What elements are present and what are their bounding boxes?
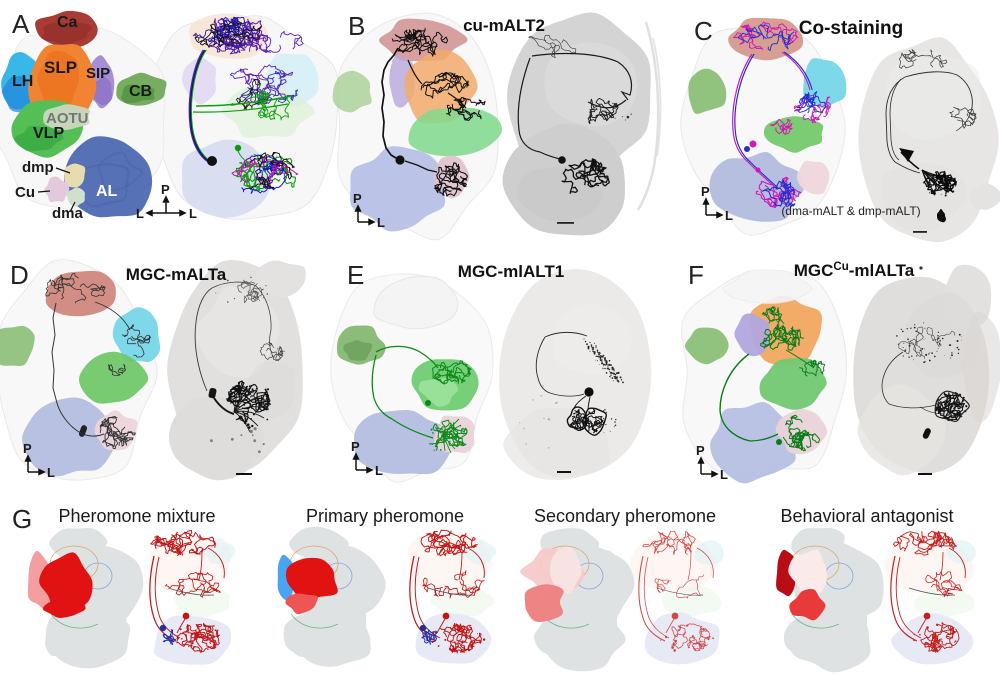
svg-text:E: E [347,260,364,290]
svg-text:P: P [696,443,705,458]
svg-text:P: P [161,182,170,197]
svg-text:(dma-mALT & dmp-mALT): (dma-mALT & dmp-mALT) [781,204,920,218]
svg-text:SLP: SLP [44,58,77,77]
svg-text:Cu: Cu [15,184,35,201]
svg-text:dma: dma [52,205,84,222]
svg-text:B: B [348,11,365,41]
svg-text:Ca: Ca [57,14,78,31]
svg-text:L: L [375,463,383,478]
svg-text:D: D [10,260,29,290]
svg-text:CB: CB [129,83,152,100]
svg-text:F: F [688,260,704,290]
svg-text:Co-staining: Co-staining [799,18,904,39]
svg-text:L: L [136,206,144,221]
svg-text:P: P [353,191,362,206]
svg-text:MGC-mALTa: MGC-mALTa [126,265,227,284]
svg-text:L: L [720,467,728,482]
svg-text:L: L [725,208,733,223]
svg-text:Behavioral antagonist: Behavioral antagonist [780,506,953,526]
svg-text:SIP: SIP [86,65,110,82]
svg-text:cu-mALT2: cu-mALT2 [463,16,545,35]
svg-text:Primary pheromone: Primary pheromone [306,506,464,526]
svg-text:Secondary pheromone: Secondary pheromone [534,506,716,526]
svg-text:P: P [701,184,710,199]
svg-text:G: G [12,504,32,534]
svg-text:L: L [377,215,385,230]
svg-text:LH: LH [12,73,33,90]
svg-text:P: P [23,441,32,456]
svg-text:AOTU: AOTU [46,110,89,127]
svg-text:C: C [694,16,713,46]
svg-text:AL: AL [96,183,118,200]
svg-text:VLP: VLP [33,125,64,142]
svg-text:MGCCu-mlALTa: MGCCu-mlALTa [794,261,915,280]
svg-text:P: P [351,439,360,454]
svg-text:L: L [189,206,197,221]
svg-text:L: L [47,465,55,480]
svg-text:Pheromone mixture: Pheromone mixture [58,506,215,526]
svg-text:MGC-mlALT1: MGC-mlALT1 [458,262,564,281]
svg-text:A: A [12,9,30,39]
svg-text:dmp: dmp [22,159,54,176]
